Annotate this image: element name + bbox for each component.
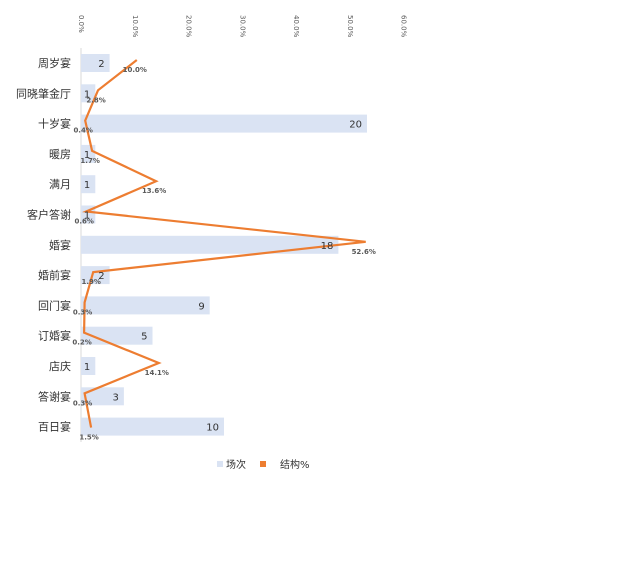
legend-label-bar: 场次	[226, 458, 246, 471]
pct-value-label: 2.8%	[86, 96, 105, 104]
bar-value-label: 1	[84, 362, 90, 373]
bar	[81, 114, 367, 133]
pct-value-label: 1.5%	[79, 434, 98, 442]
bar-value-label: 1	[84, 180, 90, 191]
category-label: 满月	[49, 178, 71, 191]
bar-value-label: 10	[206, 423, 219, 434]
pct-value-label: 0.3%	[73, 399, 92, 407]
pct-value-label: 0.4%	[73, 127, 92, 135]
pct-value-label: 0.2%	[72, 339, 91, 347]
legend-label-line: 结构%	[280, 458, 310, 471]
bar-value-label: 18	[321, 241, 334, 252]
pct-axis-tick-label: 10.0%	[131, 15, 139, 38]
bar-value-label: 9	[198, 301, 204, 312]
bar	[81, 417, 224, 436]
bar-value-label: 20	[349, 120, 362, 131]
bar-value-label: 1	[84, 150, 90, 161]
bar	[81, 54, 110, 72]
pct-axis-tick-label: 40.0%	[292, 15, 300, 38]
pct-value-label: 13.6%	[142, 187, 166, 195]
labels-group: 0.0% 10.0% 20.0% 30.0% 40.0% 50.0% 60.0%周岁宴 2 10…	[16, 15, 408, 442]
category-label: 十岁宴	[38, 117, 71, 131]
category-label: 答谢宴	[38, 389, 71, 403]
pct-value-label: 52.6%	[352, 248, 376, 256]
bar-value-label: 2	[98, 59, 104, 70]
category-label: 暖房	[49, 148, 71, 161]
bar-value-label: 3	[113, 392, 119, 403]
bar-value-label: 5	[141, 332, 147, 343]
bar	[81, 296, 210, 315]
pct-value-label: 1.7%	[80, 157, 99, 165]
pct-line	[81, 59, 366, 428]
category-label: 同晓肇金厅	[16, 86, 71, 100]
pct-value-label: 10.0%	[123, 66, 147, 74]
bar	[81, 357, 96, 375]
bar	[81, 235, 339, 254]
category-label: 客户答谢	[27, 208, 71, 222]
pct-axis-tick-label: 50.0%	[346, 15, 354, 38]
pct-value-label: 0.3%	[73, 308, 92, 316]
pct-axis-tick-label: 0.0%	[77, 15, 85, 33]
pct-axis-tick-label: 20.0%	[185, 15, 193, 38]
bar	[81, 387, 124, 406]
line-group	[81, 59, 366, 428]
legend-swatch-line	[260, 461, 266, 467]
pct-axis-tick-label: 30.0%	[238, 15, 246, 38]
legend: 场次 结构%	[217, 458, 310, 471]
category-label: 婚前宴	[38, 268, 71, 282]
pct-value-label: 14.1%	[145, 369, 169, 377]
pct-value-label: 1.9%	[82, 278, 101, 286]
category-label: 婚宴	[49, 238, 71, 252]
bar	[81, 326, 153, 345]
category-label: 百日宴	[38, 420, 71, 434]
bar	[81, 84, 96, 103]
bar-value-label: 1	[84, 211, 90, 222]
bar-value-label: 2	[98, 271, 104, 282]
category-label: 回门宴	[38, 298, 71, 312]
legend-swatch-bar	[217, 461, 223, 467]
pct-value-label: 0.6%	[75, 218, 94, 226]
category-label: 店庆	[49, 359, 71, 373]
bar-value-label: 1	[84, 89, 90, 100]
pct-axis-tick-label: 60.0%	[400, 15, 408, 38]
category-label: 周岁宴	[38, 56, 71, 70]
bar	[81, 175, 96, 194]
category-label: 订婚宴	[38, 329, 71, 343]
